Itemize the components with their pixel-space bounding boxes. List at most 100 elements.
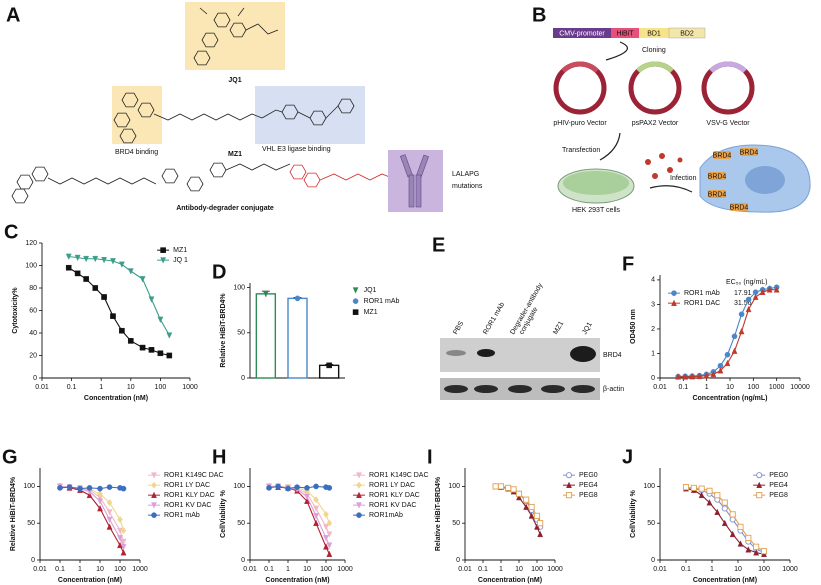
chart: C 0 20 40 60 80 100 120 0.01 0.1 1 10 100 1000 Cytotox… [4,221,198,402]
x-tick-label: 100 [155,384,167,391]
marker [760,548,768,555]
marker [304,493,310,501]
marker [671,290,677,296]
marker [682,484,690,491]
marker [706,487,713,494]
construct-label: HiBiT [616,30,634,37]
legend-label: ROR1 LY DAC [369,482,415,489]
nucleus [745,166,785,194]
legend-label: ROR1 KV DAC [369,502,416,509]
marker [86,491,93,499]
series-line [68,255,170,336]
x-tick-label: 10 [96,566,104,573]
legend: MZ1 JQ 1 [157,247,188,264]
marker [737,523,744,530]
legend-label: PEG8 [579,492,598,499]
brd4-tag-label: BRD4 [713,152,732,159]
marker [294,295,301,302]
legend-label: PEG0 [769,472,788,479]
marker [565,472,573,479]
marker [120,543,127,551]
y-tick-label: 0 [241,557,245,564]
legend-label: MZ1 [173,247,187,254]
marker [510,486,517,493]
legend-label: JQ 1 [173,257,188,264]
lane-label: PBS [452,320,465,336]
marker [275,483,281,490]
marker [326,362,332,369]
legend-label: ROR1 KLY DAC [164,492,215,499]
marker [160,257,167,264]
x-tick-label: 0.01 [653,566,667,573]
brd4-tags [708,148,758,211]
marker [127,268,134,275]
marker [148,347,155,353]
chart: F 0 1 2 3 4 0.01 0.1 1 10 100 1000 10000 OD450 nm Conc… [622,253,810,402]
marker [565,492,573,499]
chart: H 0 50 100 0.01 0.1 1 10 100 1000 CellViability % C… [212,446,429,584]
legend-ec50: 31.56 [734,300,752,307]
marker [57,485,63,491]
y-tick-label: 0 [651,375,655,382]
x-tick-label: 100 [114,566,126,573]
marker [323,510,329,518]
marker [752,293,759,300]
chart: J 0 50 100 0.01 0.1 1 10 100 1000 CellViability % C… [622,446,798,584]
marker [566,481,572,488]
x-tick-label: 0.1 [67,384,77,391]
panel-a: A JQ1 BRD4 binding MZ1 VHL E3 ligase bin… [6,2,483,212]
y-tick-label: 50 [647,520,655,527]
marker [74,270,81,277]
bar [255,293,277,379]
y-tick-label: 4 [651,277,655,284]
vector-label: VSV-G Vector [706,120,750,127]
marker [745,534,752,541]
marker [83,255,90,263]
construct-segment [639,28,669,38]
marker [160,247,166,253]
marker [106,499,113,507]
x-tick-label: 1000 [547,566,563,573]
marker [745,305,752,313]
marker [706,499,713,506]
cells-label: HEK 293T cells [572,207,621,214]
x-tick-label: 0.1 [55,566,65,573]
x-tick-label: 1 [710,566,714,573]
transfection-arrow [599,132,621,161]
jq1-highlight [185,2,285,70]
marker [127,338,134,344]
lane-label: MZ1 [552,320,565,336]
legend: ROR1 K149C DAC ROR1 LY DAC ROR1 KLY DAC ROR… [353,472,429,519]
legend-label: PEG4 [579,482,598,489]
marker [505,484,512,491]
marker [304,497,310,504]
marker [118,261,125,268]
marker [534,523,540,530]
x-tick-label: 1 [286,566,290,573]
marker [313,519,319,526]
series-line [59,485,125,547]
panel-letter: D [212,261,226,283]
marker [92,255,99,263]
marker [497,483,505,490]
marker [120,527,127,535]
marker [326,550,333,557]
marker [110,258,116,265]
legend: PEG0 PEG4 PEG8 [563,472,598,499]
chart: G 0 50 100 0.01 0.1 1 10 100 1000 Relative HiBiT-B… [2,446,224,584]
conjugate-structure [11,162,291,204]
chart: I 0 50 100 0.01 0.1 1 10 100 1000 Relative HiBiT-B… [427,446,598,584]
marker [262,291,269,298]
marker [515,490,523,497]
legend-title: EC₅₀ (ng/mL) [726,279,768,286]
marker [157,350,164,357]
construct-segment [553,28,611,38]
y-tick-label: 50 [27,520,35,527]
marker [120,538,127,546]
marker [74,254,81,262]
legend-label: ROR1 LY DAC [164,482,210,489]
marker [721,499,728,506]
virus-particles [645,153,683,179]
marker [326,519,333,527]
x-tick-label: 100 [758,566,770,573]
